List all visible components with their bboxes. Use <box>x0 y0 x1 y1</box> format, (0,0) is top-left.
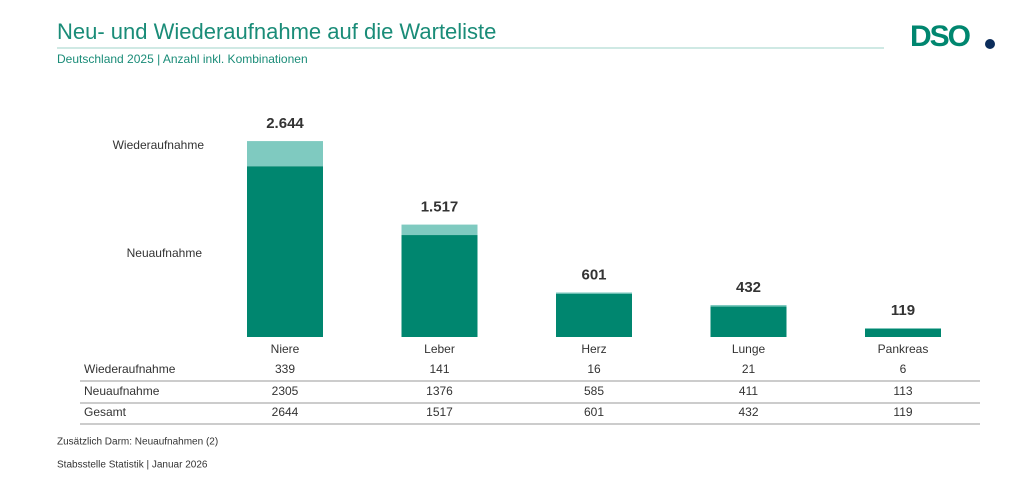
legend-label: Wiederaufnahme <box>113 138 205 152</box>
table-cell: 119 <box>893 405 912 419</box>
chart-title: Neu- und Wiederaufnahme auf die Wartelis… <box>57 19 496 44</box>
category-label: Pankreas <box>878 342 929 356</box>
bar-segment <box>247 166 323 337</box>
total-label: 119 <box>891 302 915 319</box>
table-cell: 1517 <box>426 405 453 419</box>
total-label: 1.517 <box>421 199 459 216</box>
bar-segment <box>865 328 941 337</box>
table-cell: 432 <box>738 405 758 419</box>
bar-segment <box>556 293 632 337</box>
bar-segment <box>710 304 787 307</box>
bar-segment <box>556 292 632 294</box>
chart-subtitle: Deutschland 2025 | Anzahl inkl. Kombinat… <box>57 52 308 66</box>
legend-label: Neuaufnahme <box>127 246 203 260</box>
row-header: Neuaufnahme <box>84 384 160 398</box>
logo-dot <box>985 39 995 49</box>
source: Stabsstelle Statistik | Januar 2026 <box>57 460 208 471</box>
bar-segment <box>401 224 478 236</box>
category-label: Lunge <box>732 342 766 356</box>
bar-segment <box>401 235 478 337</box>
table-cell: 411 <box>739 384 758 398</box>
total-label: 2.644 <box>266 115 304 132</box>
footnote: Zusätzlich Darm: Neuaufnahmen (2) <box>57 437 218 448</box>
total-label: 432 <box>736 279 761 296</box>
table-cell: 113 <box>893 384 912 398</box>
table-cell: 6 <box>900 362 907 376</box>
table-cell: 585 <box>584 384 604 398</box>
table-cell: 21 <box>742 362 756 376</box>
category-label: Niere <box>271 342 300 356</box>
category-label: Leber <box>424 342 455 356</box>
table-cell: 1376 <box>426 384 453 398</box>
table-cell: 601 <box>584 405 604 419</box>
category-label: Herz <box>581 342 606 356</box>
row-header: Wiederaufnahme <box>84 362 176 376</box>
logo: DSO <box>910 20 971 53</box>
table-cell: 2305 <box>272 384 299 398</box>
total-label: 601 <box>581 266 606 283</box>
bar-segment <box>247 141 323 167</box>
bar-segment <box>710 306 787 337</box>
table-cell: 141 <box>429 362 449 376</box>
table-cell: 16 <box>587 362 601 376</box>
table-cell: 339 <box>275 362 295 376</box>
table-cell: 2644 <box>272 405 299 419</box>
row-header: Gesamt <box>84 405 127 419</box>
